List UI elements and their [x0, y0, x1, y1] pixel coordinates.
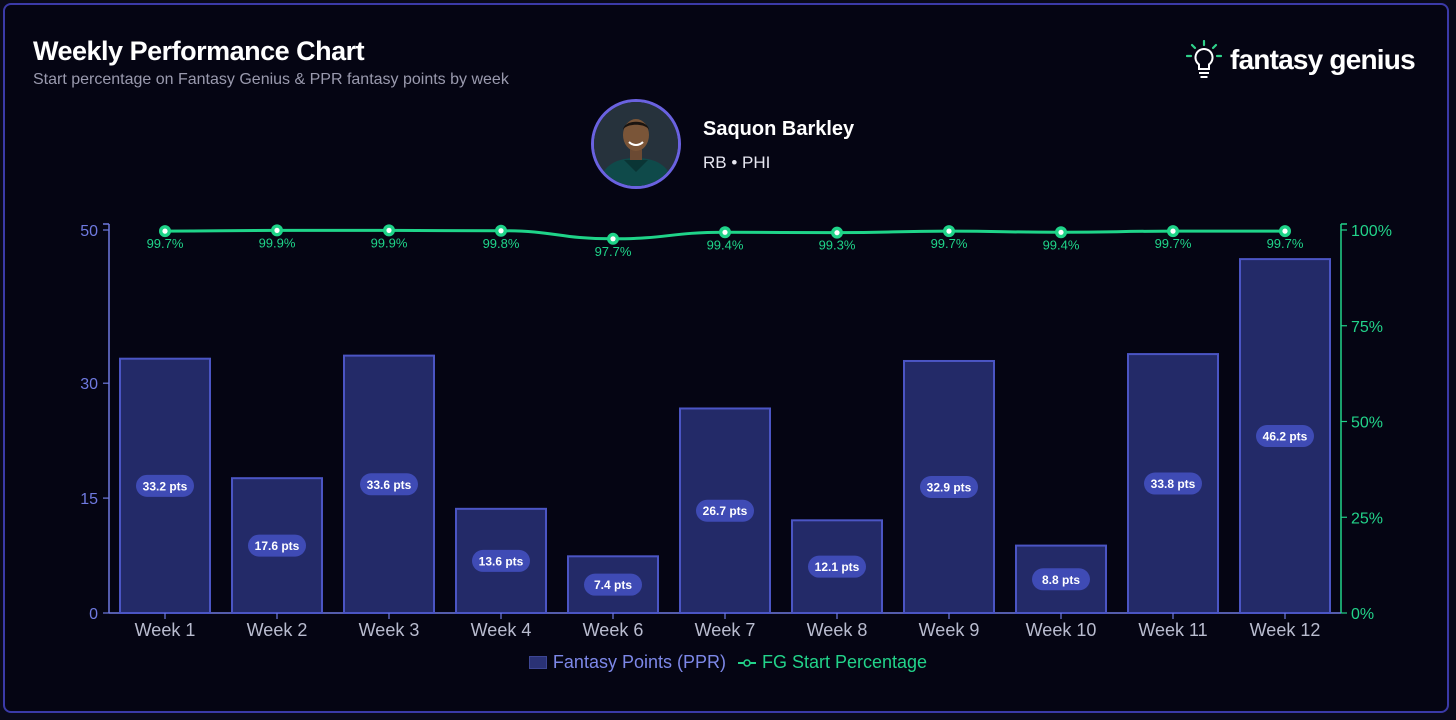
bar-label-pill: [248, 534, 306, 557]
bar-value-label: 33.8 pts: [1151, 477, 1196, 491]
start-pct-point-center: [610, 236, 616, 242]
start-pct-point-center: [1282, 228, 1288, 234]
start-pct-label: 97.7%: [595, 244, 632, 259]
player-position-team: RB • PHI: [703, 153, 771, 172]
bar-label-pill: [472, 549, 530, 572]
start-pct-label: 99.4%: [707, 237, 744, 252]
start-pct-label: 99.3%: [819, 238, 856, 253]
x-axis-tick-label: Week 7: [695, 620, 756, 640]
x-axis-tick-label: Week 6: [583, 620, 644, 640]
start-pct-point-center: [274, 227, 280, 233]
legend-item-points[interactable]: Fantasy Points (PPR): [528, 652, 726, 673]
brand-logo: fantasy genius: [1186, 40, 1416, 80]
x-axis-tick-label: Week 1: [135, 620, 196, 640]
player-name: Saquon Barkley: [703, 118, 855, 140]
bar-label-pill: [696, 499, 754, 522]
bar-label-pill: [136, 474, 194, 497]
start-pct-label: 99.7%: [1155, 236, 1192, 251]
brand-name: fantasy genius: [1230, 44, 1416, 75]
chart-subtitle: Start percentage on Fantasy Genius & PPR…: [33, 71, 509, 88]
x-axis-tick-label: Week 4: [471, 620, 532, 640]
bar-label-pill: [920, 475, 978, 498]
start-pct-point-center: [1170, 228, 1176, 234]
start-pct-point-center: [498, 228, 504, 234]
legend-label-start-pct: FG Start Percentage: [761, 652, 928, 672]
bar-label-pill: [584, 573, 642, 596]
x-axis-tick-label: Week 2: [247, 620, 308, 640]
left-axis-tick-label: 50: [80, 223, 98, 240]
start-pct-point-center: [386, 227, 392, 233]
start-pct-label: 99.4%: [1043, 237, 1080, 252]
start-pct-label: 99.7%: [931, 236, 968, 251]
legend-swatch-bars: [528, 656, 547, 669]
bar-value-label: 7.4 pts: [594, 578, 632, 592]
bar-label-pill: [1256, 425, 1314, 448]
right-axis-tick-label: 100%: [1351, 223, 1392, 240]
bar-value-label: 13.6 pts: [479, 554, 524, 568]
start-pct-label: 99.8%: [483, 236, 520, 251]
start-pct-label: 99.9%: [259, 235, 296, 250]
start-pct-label: 99.9%: [371, 235, 408, 250]
bar-value-label: 26.7 pts: [703, 504, 748, 518]
start-pct-point-center: [162, 228, 168, 234]
left-axis-tick-label: 15: [80, 491, 98, 508]
chart-title: Weekly Performance Chart: [33, 36, 365, 66]
bar-value-label: 33.6 pts: [367, 478, 412, 492]
bar-label-pill: [808, 555, 866, 578]
legend-item-start-pct[interactable]: FG Start Percentage: [737, 652, 928, 673]
player-avatar: [591, 99, 681, 189]
left-axis-tick-label: 0: [89, 606, 98, 623]
legend-swatch-line: [737, 658, 756, 667]
bar-label-pill: [360, 473, 418, 496]
start-pct-point-center: [722, 229, 728, 235]
bar-value-label: 12.1 pts: [815, 560, 860, 574]
legend-label-points: Fantasy Points (PPR): [552, 652, 726, 672]
bar-label-pill: [1032, 568, 1090, 591]
start-pct-point-center: [1058, 229, 1064, 235]
bar-value-label: 32.9 pts: [927, 480, 972, 494]
start-pct-label: 99.7%: [147, 236, 184, 251]
x-axis-tick-label: Week 3: [359, 620, 420, 640]
start-pct-point-center: [946, 228, 952, 234]
x-axis-tick-label: Week 12: [1250, 620, 1321, 640]
x-axis-tick-label: Week 10: [1026, 620, 1097, 640]
bar-label-pill: [1144, 472, 1202, 495]
bar-value-label: 33.2 pts: [143, 479, 188, 493]
right-axis-tick-label: 75%: [1351, 319, 1383, 336]
x-axis-tick-label: Week 11: [1138, 620, 1207, 640]
right-axis-tick-label: 25%: [1351, 510, 1383, 527]
bar-value-label: 8.8 pts: [1042, 573, 1080, 587]
chart-legend: Fantasy Points (PPR) FG Start Percentage: [0, 652, 1456, 673]
right-axis-tick-label: 50%: [1351, 415, 1383, 432]
start-pct-label: 99.7%: [1267, 236, 1304, 251]
lightbulb-icon: [1186, 40, 1222, 78]
left-axis-tick-label: 30: [80, 376, 98, 393]
x-axis-tick-label: Week 8: [807, 620, 868, 640]
x-axis-tick-label: Week 9: [919, 620, 980, 640]
start-pct-point-center: [834, 230, 840, 236]
right-axis-tick-label: 0%: [1351, 606, 1374, 623]
bar-value-label: 46.2 pts: [1263, 430, 1308, 444]
bar-value-label: 17.6 pts: [255, 539, 300, 553]
